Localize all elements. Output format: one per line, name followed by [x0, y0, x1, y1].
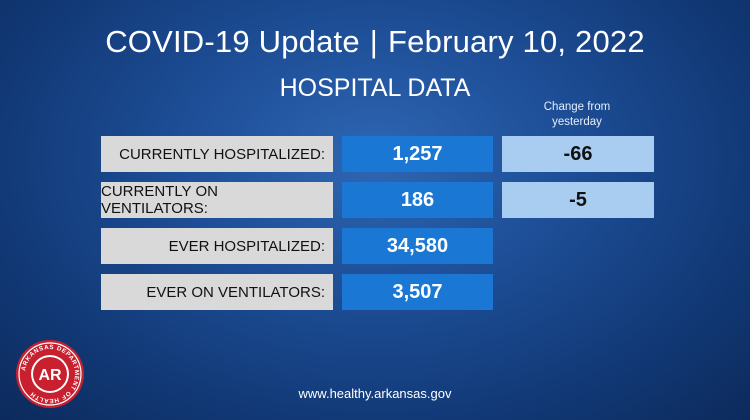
stat-value: 1,257 — [342, 136, 493, 172]
headline-date: February 10, 2022 — [388, 24, 645, 59]
stat-value: 34,580 — [342, 228, 493, 264]
headline-separator: | — [369, 24, 379, 59]
stat-label: CURRENTLY ON VENTILATORS: — [101, 182, 333, 218]
headline: COVID-19 Update | February 10, 2022 — [0, 24, 750, 60]
headline-title: COVID-19 Update — [105, 24, 360, 59]
stat-label: CURRENTLY HOSPITALIZED: — [101, 136, 333, 172]
svg-text:AR: AR — [38, 367, 62, 384]
stat-label: EVER ON VENTILATORS: — [101, 274, 333, 310]
change-header-line-1: Change from — [543, 101, 611, 113]
stat-change: -5 — [502, 182, 654, 218]
change-header-line-2: yesterday — [552, 116, 602, 128]
stat-value: 3,507 — [342, 274, 493, 310]
stat-label: EVER HOSPITALIZED: — [101, 228, 333, 264]
arkansas-health-seal-icon: ARKANSAS DEPARTMENT OF HEALTH AR — [15, 339, 85, 409]
change-column-header: Change from yesterday — [502, 100, 652, 130]
page-subtitle: HOSPITAL DATA — [279, 74, 471, 102]
stat-change: -66 — [502, 136, 654, 172]
footer-url: www.healthy.arkansas.gov — [298, 386, 452, 401]
stat-value: 186 — [342, 182, 493, 218]
